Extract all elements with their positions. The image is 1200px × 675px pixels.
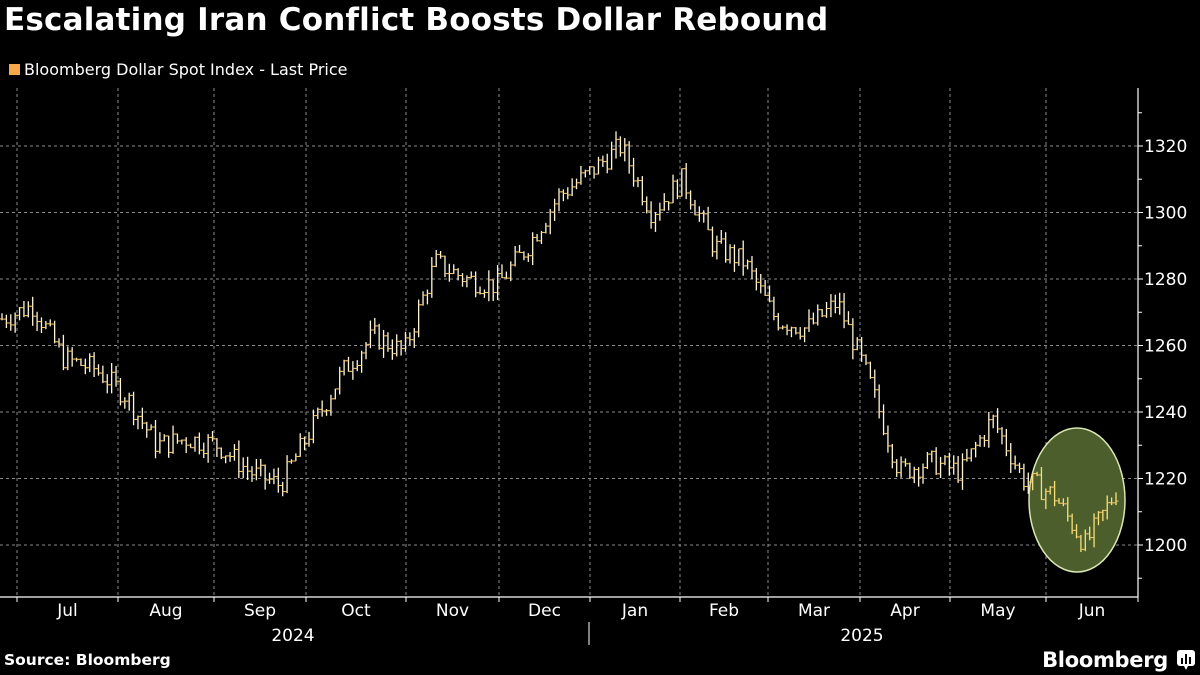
price-bars bbox=[0, 131, 1119, 553]
legend: Bloomberg Dollar Spot Index - Last Price bbox=[9, 60, 348, 79]
y-tick-label: 1220 bbox=[1144, 470, 1187, 490]
source-note: Source: Bloomberg bbox=[4, 651, 171, 669]
y-tick-label: 1280 bbox=[1144, 270, 1187, 290]
y-tick-label: 1200 bbox=[1144, 536, 1187, 556]
y-tick-label: 1260 bbox=[1144, 337, 1187, 357]
x-month-label: May bbox=[980, 601, 1015, 621]
x-month-label: Mar bbox=[798, 601, 830, 621]
x-month-label: Jul bbox=[56, 601, 78, 621]
bloomberg-logo: Bloomberg bbox=[1042, 648, 1168, 672]
x-month-label: Sep bbox=[244, 601, 276, 621]
chart-title: Escalating Iran Conflict Boosts Dollar R… bbox=[4, 2, 829, 38]
x-month-label: Oct bbox=[341, 601, 371, 621]
bloomberg-chart-icon bbox=[1177, 650, 1195, 670]
y-tick-label: 1300 bbox=[1144, 204, 1187, 224]
axes: 1200 1220 1240 1260 1280 1300 1320 Jul Aug Sep Oct… bbox=[0, 88, 1187, 646]
legend-swatch bbox=[9, 64, 20, 75]
gridlines bbox=[0, 88, 1138, 597]
y-tick-label: 1320 bbox=[1144, 137, 1187, 157]
x-year-label: 2025 bbox=[840, 626, 883, 646]
x-month-label: Jun bbox=[1078, 601, 1106, 621]
y-tick-label: 1240 bbox=[1144, 403, 1187, 423]
x-month-label: Nov bbox=[436, 601, 469, 621]
x-month-label: Aug bbox=[149, 601, 182, 621]
x-month-label: Feb bbox=[709, 601, 739, 621]
highlight-ellipse bbox=[1028, 427, 1126, 573]
x-month-label: Jan bbox=[621, 601, 648, 621]
x-month-label: Apr bbox=[890, 601, 919, 621]
x-year-label: 2024 bbox=[271, 626, 314, 646]
legend-label: Bloomberg Dollar Spot Index - Last Price bbox=[24, 60, 348, 79]
x-month-label: Dec bbox=[528, 601, 561, 621]
